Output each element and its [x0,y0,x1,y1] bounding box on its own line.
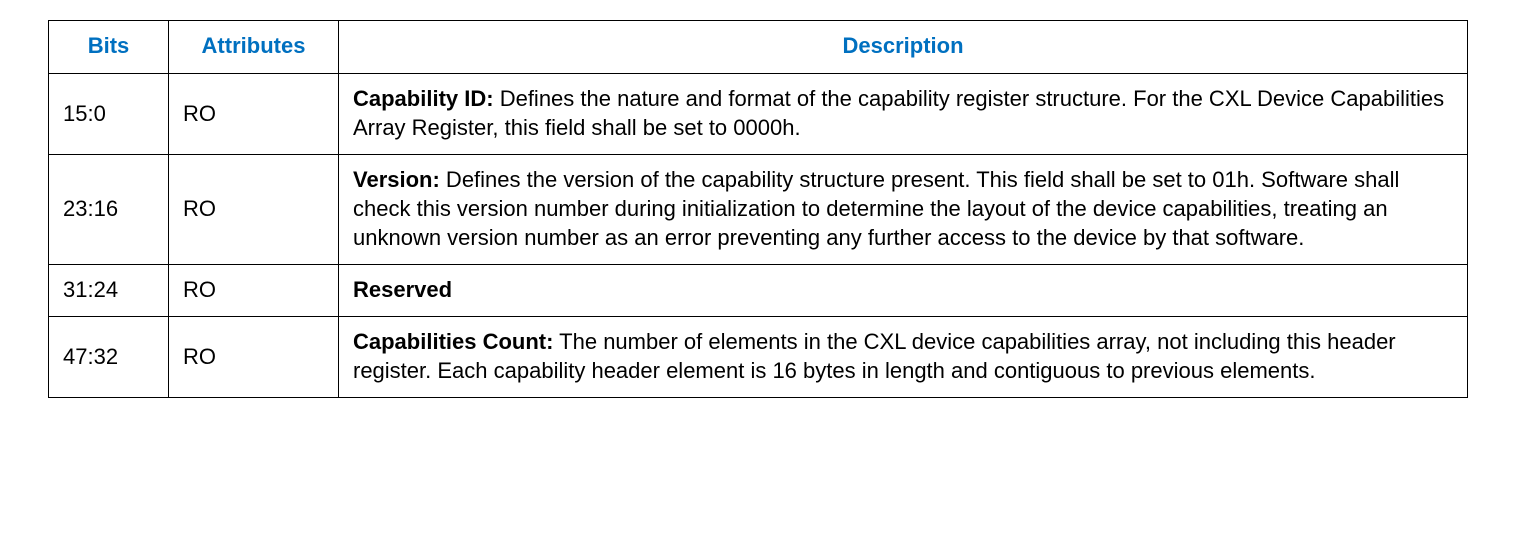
desc-bold: Reserved [353,277,452,302]
register-table: Bits Attributes Description 15:0 RO Capa… [48,20,1468,398]
col-header-attributes: Attributes [169,21,339,74]
cell-description: Version: Defines the version of the capa… [339,155,1468,265]
table-row: 15:0 RO Capability ID: Defines the natur… [49,74,1468,155]
desc-bold: Capability ID: [353,86,494,111]
desc-bold: Capabilities Count: [353,329,553,354]
cell-attributes: RO [169,155,339,265]
cell-description: Capability ID: Defines the nature and fo… [339,74,1468,155]
table-row: 47:32 RO Capabilities Count: The number … [49,317,1468,398]
cell-bits: 15:0 [49,74,169,155]
table-row: 31:24 RO Reserved [49,265,1468,317]
page: Bits Attributes Description 15:0 RO Capa… [0,0,1516,546]
cell-bits: 23:16 [49,155,169,265]
cell-bits: 31:24 [49,265,169,317]
desc-rest: Defines the version of the capability st… [353,167,1399,250]
desc-bold: Version: [353,167,440,192]
cell-attributes: RO [169,74,339,155]
desc-rest: Defines the nature and format of the cap… [353,86,1444,140]
table-header: Bits Attributes Description [49,21,1468,74]
cell-attributes: RO [169,317,339,398]
col-header-description: Description [339,21,1468,74]
cell-description: Reserved [339,265,1468,317]
cell-bits: 47:32 [49,317,169,398]
col-header-bits: Bits [49,21,169,74]
cell-attributes: RO [169,265,339,317]
table-row: 23:16 RO Version: Defines the version of… [49,155,1468,265]
table-body: 15:0 RO Capability ID: Defines the natur… [49,74,1468,398]
cell-description: Capabilities Count: The number of elemen… [339,317,1468,398]
table-header-row: Bits Attributes Description [49,21,1468,74]
